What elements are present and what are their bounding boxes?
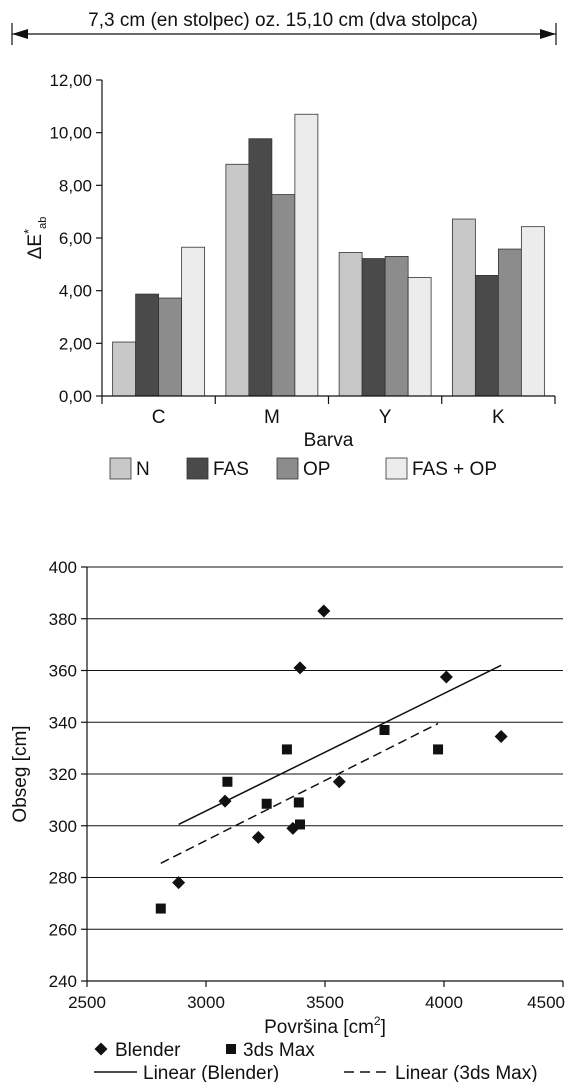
- bar-n-y: [338, 252, 363, 397]
- blender-point: [251, 830, 265, 844]
- bar-y-tick-label: 4,00: [59, 282, 92, 301]
- scatter-y-tick-label: 340: [49, 713, 77, 732]
- bar-op-c: [158, 297, 183, 397]
- bar-x-axis-label: Barva: [304, 430, 354, 451]
- scatter-y-tick-label: 260: [49, 920, 77, 939]
- blender-point: [494, 729, 508, 743]
- width-arrow: [11, 23, 557, 45]
- scatter-axes: [86, 567, 563, 982]
- bar-fas-m: [248, 138, 273, 397]
- bar-series-group: [112, 113, 545, 397]
- 3ds-max-point: [222, 776, 233, 787]
- 3ds-max-point: [261, 798, 272, 809]
- 3ds-max-point: [281, 744, 292, 755]
- 3ds-max-point: [155, 903, 166, 914]
- legend-label: Linear (Blender): [143, 1063, 279, 1082]
- scatter-x-tick-label: 3000: [187, 993, 225, 1012]
- legend-swatch: [276, 457, 299, 480]
- scatter-y-axis-label: Obseg [cm]: [10, 725, 31, 822]
- legend-label: FAS: [213, 459, 249, 480]
- legend-label: Blender: [115, 1040, 181, 1061]
- bar-legend: N FAS OP FAS + OP: [109, 457, 497, 480]
- legend-diamond-marker: [94, 1042, 108, 1056]
- scatter-y-tick-label: 240: [49, 972, 77, 991]
- bar-fas-op-c: [181, 246, 206, 397]
- legend-swatch: [385, 457, 408, 480]
- bar-y-tick-label: 2,00: [59, 334, 92, 353]
- bar-fas-y: [361, 258, 386, 397]
- legend-label: Linear (3ds Max): [395, 1063, 538, 1082]
- blender-point: [172, 876, 186, 890]
- scatter-trendlines: [160, 664, 502, 864]
- width-annotation: 7,3 cm (en stolpec) oz. 15,10 cm (dva st…: [0, 10, 566, 50]
- bar-chart: 0,00 2,00 4,00 6,00 8,00 10,00 12,00 C M Y K ΔE*a…: [21, 71, 556, 480]
- legend-swatch: [186, 457, 209, 480]
- scatter-points: [155, 604, 508, 914]
- scatter-gridlines: [87, 566, 563, 930]
- trendline-3ds-max: [160, 722, 439, 864]
- scatter-x-axis-ticks: 2500 3000 3500 4000 4500: [68, 981, 565, 1012]
- bar-n-m: [225, 163, 250, 397]
- bar-x-tick-label: C: [152, 407, 166, 428]
- scatter-y-tick-label: 320: [49, 765, 77, 784]
- scatter-chart: 240 260 280 300 320 340 360 380 400 2500 3000 3500…: [10, 558, 565, 1082]
- scatter-y-tick-label: 300: [49, 817, 77, 836]
- blender-point: [317, 604, 331, 618]
- bar-x-tick-label: M: [264, 407, 280, 428]
- bar-n-c: [112, 341, 137, 397]
- bar-op-m: [271, 194, 296, 397]
- bar-fas-k: [474, 274, 499, 397]
- bar-fas-op-k: [520, 226, 545, 397]
- bar-y-tick-label: 12,00: [49, 71, 92, 90]
- scatter-x-tick-label: 3500: [306, 993, 344, 1012]
- scatter-x-axis-label: Površina [cm2]: [264, 1014, 386, 1038]
- blender-point: [293, 661, 307, 675]
- bar-y-axis-label: ΔE*ab: [21, 217, 49, 260]
- blender-point: [439, 670, 453, 684]
- scatter-x-tick-label: 2500: [68, 993, 106, 1012]
- bar-op-k: [497, 248, 522, 397]
- bar-y-tick-label: 6,00: [59, 229, 92, 248]
- legend-swatch: [109, 457, 132, 480]
- bar-fas-c: [135, 293, 160, 397]
- bar-x-tick-label: Y: [379, 407, 392, 428]
- legend-label: N: [136, 459, 150, 480]
- scatter-y-tick-label: 360: [49, 662, 77, 681]
- bar-x-tick-label: K: [492, 407, 505, 428]
- scatter-y-tick-label: 400: [49, 558, 77, 577]
- blender-point: [218, 794, 232, 808]
- scatter-x-tick-label: 4000: [425, 993, 463, 1012]
- scatter-y-tick-label: 380: [49, 610, 77, 629]
- legend-label: FAS + OP: [412, 459, 497, 480]
- width-arrow-right-head: [540, 29, 556, 39]
- bar-n-k: [451, 218, 476, 397]
- 3ds-max-point: [379, 725, 390, 736]
- 3ds-max-point: [295, 819, 306, 830]
- scatter-legend: Blender 3ds Max Linear (Blender) Linear (3d…: [94, 1040, 538, 1082]
- bar-y-tick-label: 0,00: [59, 387, 92, 406]
- width-annotation-label: 7,3 cm (en stolpec) oz. 15,10 cm (dva st…: [88, 10, 478, 31]
- width-arrow-left-head: [12, 29, 28, 39]
- 3ds-max-point: [293, 797, 304, 808]
- trendline-blender: [178, 664, 502, 826]
- scatter-y-axis-ticks: 240 260 280 300 320 340 360 380 400: [49, 558, 87, 991]
- legend-label: OP: [303, 459, 330, 480]
- bar-fas-op-y: [407, 277, 432, 397]
- bar-y-tick-label: 10,00: [49, 124, 92, 143]
- legend-square-marker: [226, 1044, 236, 1054]
- bar-y-axis-ticks: 0,00 2,00 4,00 6,00 8,00 10,00 12,00: [49, 71, 102, 406]
- 3ds-max-point: [433, 744, 444, 755]
- bar-fas-op-m: [294, 113, 319, 397]
- scatter-y-tick-label: 280: [49, 869, 77, 888]
- bar-op-y: [384, 256, 409, 397]
- bar-y-tick-label: 8,00: [59, 176, 92, 195]
- scatter-x-tick-label: 4500: [527, 993, 565, 1012]
- legend-label: 3ds Max: [243, 1040, 315, 1061]
- blender-point: [332, 775, 346, 789]
